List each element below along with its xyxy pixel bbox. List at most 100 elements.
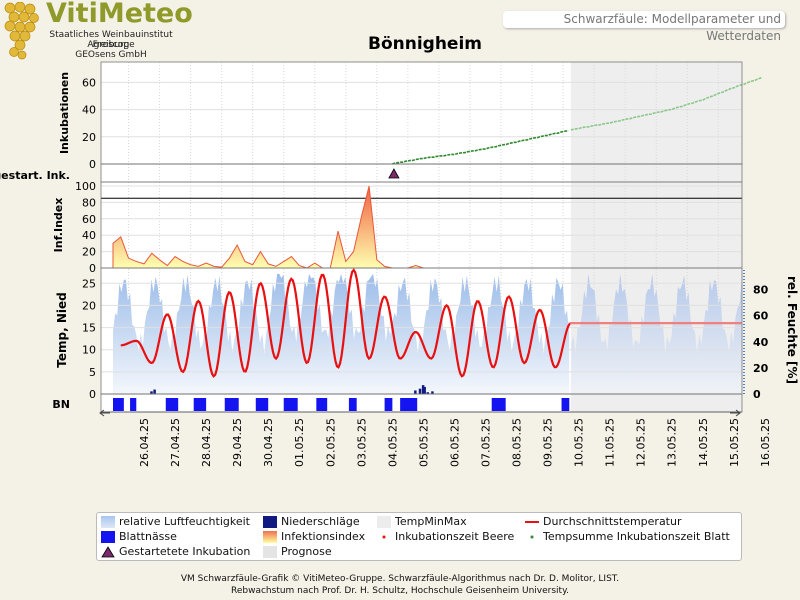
legend-item-ink-beere: Inkubationszeit Beere xyxy=(377,530,514,544)
avg-temp-line xyxy=(120,268,572,378)
tick-label-right: 20 xyxy=(753,362,769,375)
chart-svg: 0 20 40 60 Inkubationen gestart. Ink. 0 20 40 60 8… xyxy=(0,61,799,467)
leafwet-bar xyxy=(283,398,298,411)
x-tick-label: 06.05.25 xyxy=(448,418,461,467)
tick-label: 15 xyxy=(82,322,96,335)
legend-label: relative Luftfeuchtigkeit xyxy=(119,515,250,528)
legend-item-infindex: Infektionsindex xyxy=(263,530,365,544)
legend-item-precip: Niederschläge xyxy=(263,515,360,529)
tick-label: 40 xyxy=(82,229,96,242)
logo-grapes xyxy=(4,2,39,60)
precip-bar xyxy=(421,385,425,394)
scroll-handle-right-icon xyxy=(730,409,741,417)
tick-label-right: 0 xyxy=(753,388,761,401)
footer-line-2: Rebwachstum nach Prof. Dr. H. Schultz, H… xyxy=(231,586,569,596)
ink-beere-swatch xyxy=(377,531,391,543)
leafwet-bar xyxy=(561,398,570,411)
tick-label: 10 xyxy=(82,344,96,357)
leafwet-bar xyxy=(400,398,418,411)
scroll-handle-left-icon xyxy=(99,409,110,417)
legend-label: TempMinMax xyxy=(395,515,467,528)
tick-label-right: 80 xyxy=(753,284,769,297)
x-tick-label: 10.05.25 xyxy=(573,418,586,467)
precip-bar xyxy=(414,390,417,394)
humidity-area-forecast xyxy=(571,273,742,394)
ylabel-temp: Temp, Nied xyxy=(55,292,69,367)
legend-item-prognose: Prognose xyxy=(263,545,332,559)
tick-label: 60 xyxy=(82,213,96,226)
leafwet-bar xyxy=(193,398,207,411)
leafwet-bar xyxy=(491,398,506,411)
x-tick-label: 11.05.25 xyxy=(604,418,617,467)
tempminmax-swatch xyxy=(377,516,391,528)
avgtemp-swatch xyxy=(525,516,539,528)
x-tick-label: 28.04.25 xyxy=(200,418,213,467)
legend-item-leafwet: Blattnässe xyxy=(101,530,177,544)
leafwet-bar xyxy=(224,398,239,411)
legend: relative Luftfeuchtigkeit Niederschläge … xyxy=(96,512,742,561)
infection-area xyxy=(112,185,424,269)
tick-label: 20 xyxy=(82,299,96,312)
header-subtitle: Schwarzfäule: Modellparameter und Wetter… xyxy=(503,11,785,43)
x-tick-label: 29.04.25 xyxy=(231,418,244,467)
legend-label: Gestartetete Inkubation xyxy=(119,545,251,558)
leafwet-bar xyxy=(316,398,328,411)
x-tick-label: 16.05.25 xyxy=(759,418,772,467)
legend-label: Durchschnittstemperatur xyxy=(543,515,682,528)
precip-bar xyxy=(418,388,422,394)
tick-label: 5 xyxy=(89,366,96,379)
tick-label-right: 40 xyxy=(753,336,769,349)
leafwet-bar xyxy=(165,398,179,411)
label-gestart: gestart. Ink. xyxy=(0,169,70,182)
x-tick-label: 27.04.25 xyxy=(169,418,182,467)
tick-label: 40 xyxy=(82,104,96,117)
logo-line-3: GEOsens GmbH xyxy=(75,50,147,60)
x-tick-label: 05.05.25 xyxy=(417,418,430,467)
legend-label: Prognose xyxy=(281,545,332,558)
x-tick-label: 02.05.25 xyxy=(324,418,337,467)
x-tick-label: 09.05.25 xyxy=(542,418,555,467)
legend-item-gestart: Gestartetete Inkubation xyxy=(101,545,250,559)
incubation-line xyxy=(392,130,569,165)
tick-label: 20 xyxy=(82,246,96,259)
tick-label: 60 xyxy=(82,76,96,89)
leafwet-bar xyxy=(113,398,124,411)
panel-bn-border xyxy=(100,393,743,413)
ylabel-infindex: Inf.Index xyxy=(52,198,65,253)
precip-swatch xyxy=(263,516,277,528)
precip-bar xyxy=(426,392,430,394)
x-tick-label: 01.05.25 xyxy=(293,418,306,467)
legend-label: Infektionsindex xyxy=(281,530,366,543)
legend-item-humidity: relative Luftfeuchtigkeit xyxy=(101,515,250,529)
x-tick-label: 30.04.25 xyxy=(262,418,275,467)
legend-label: Tempsumme Inkubationszeit Blatt xyxy=(543,530,730,543)
prognose-swatch xyxy=(263,546,277,558)
x-tick-label: 26.04.25 xyxy=(138,418,151,467)
precip-bar xyxy=(423,386,426,394)
x-tick-label: 03.05.25 xyxy=(355,418,368,467)
legend-label: Inkubationszeit Beere xyxy=(395,530,515,543)
tick-label: 100 xyxy=(75,180,96,193)
precip-bar xyxy=(153,389,156,394)
tick-label: 80 xyxy=(82,196,96,209)
tick-label: 0 xyxy=(89,158,96,171)
x-tick-label: 14.05.25 xyxy=(697,418,710,467)
leafwet-bar xyxy=(348,398,357,411)
tick-label: 25 xyxy=(82,277,96,290)
ink-blatt-swatch xyxy=(525,531,539,543)
legend-label: Niederschläge xyxy=(281,515,360,528)
ylabel-inkubationen: Inkubationen xyxy=(58,72,71,154)
logo-title: VitiMeteo xyxy=(46,0,193,29)
x-tick-label: 04.05.25 xyxy=(386,418,399,467)
x-tick-label: 12.05.25 xyxy=(635,418,648,467)
leafwet-bar xyxy=(255,398,269,411)
logo-line-2: Agroscope xyxy=(87,40,135,50)
triangle-icon xyxy=(101,546,115,558)
chart-title: Bönnigheim xyxy=(367,34,482,54)
humidity-area xyxy=(113,273,570,394)
tick-label: 20 xyxy=(82,131,96,144)
leafwet-bar xyxy=(130,398,137,411)
tick-label-right: 60 xyxy=(753,310,769,323)
leafwet-bar xyxy=(384,398,393,411)
